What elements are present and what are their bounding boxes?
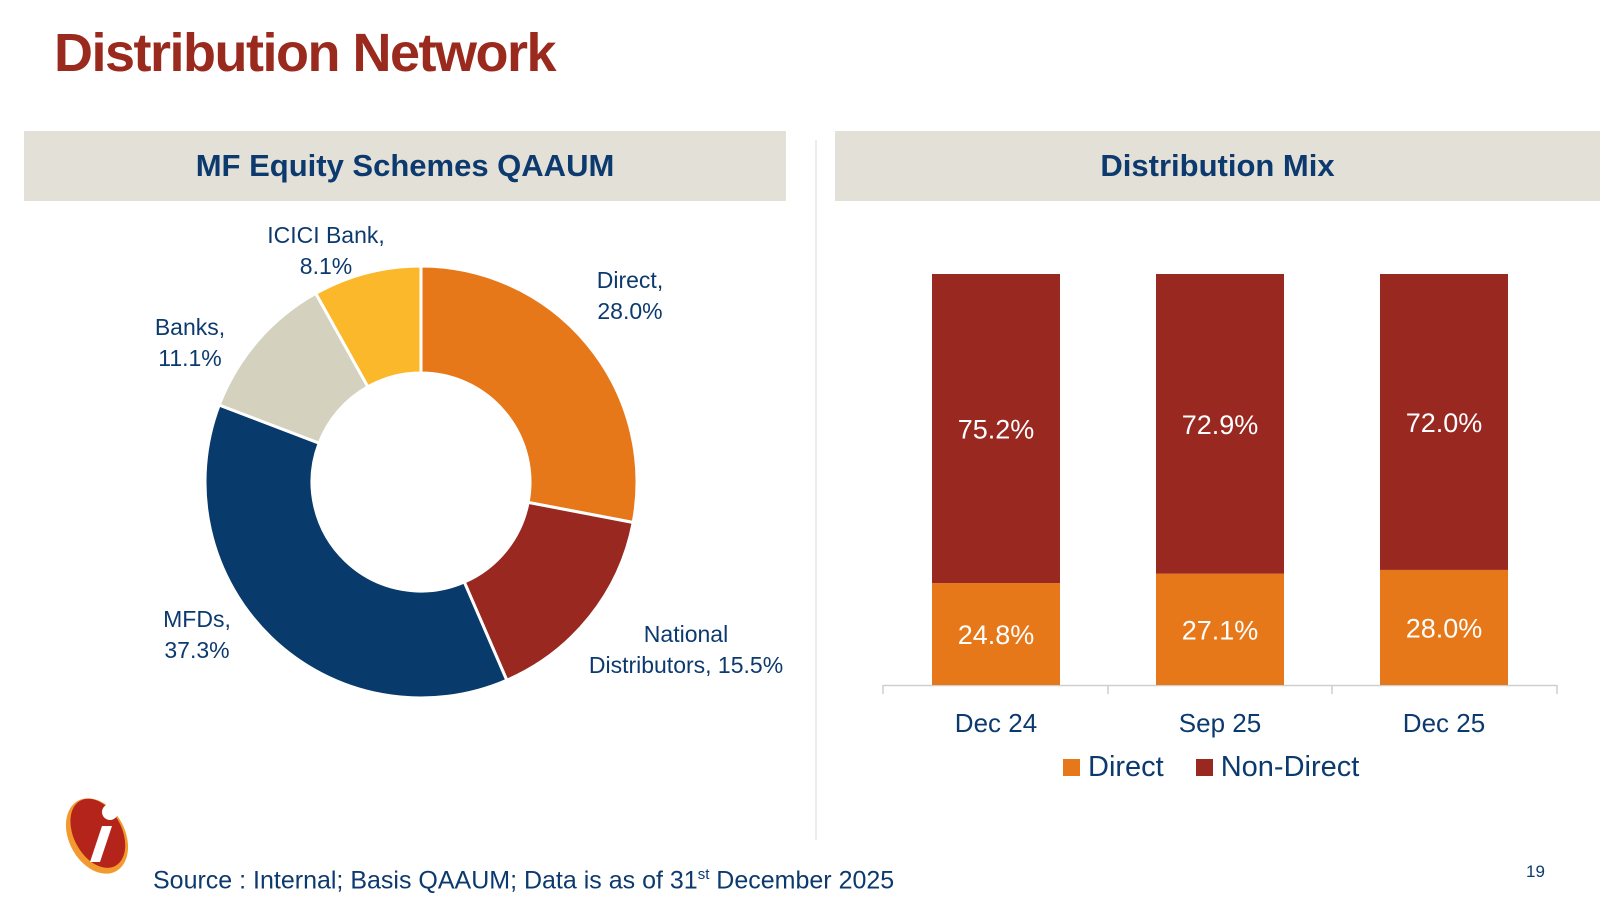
- bar-non-direct-sep-25: [1156, 274, 1284, 574]
- x-tick-label-dec-25: Dec 25: [1403, 708, 1485, 738]
- page-title: Distribution Network: [54, 23, 557, 83]
- donut-label-direct: Direct, 28.0%: [597, 267, 663, 324]
- legend-item-non-direct: Non-Direct: [1195, 751, 1360, 784]
- donut-chart: Direct, 28.0% National Distributors, 15.5% M…: [155, 222, 783, 700]
- legend-label-non-direct: Non-Direct: [1220, 751, 1360, 783]
- panel-divider: [815, 140, 817, 840]
- legend-item-direct: Direct: [1063, 751, 1164, 784]
- legend-swatch-non-direct: [1195, 759, 1213, 776]
- bar-label-direct-dec-24: 24.8%: [958, 620, 1035, 650]
- bar-chart-legend: Direct Non-Direct: [1063, 751, 1359, 784]
- bar-direct-sep-25: [1156, 573, 1284, 685]
- source-footnote: Source : Internal; Basis QAAUM; Data is …: [153, 866, 894, 895]
- footnote-superscript: st: [697, 866, 710, 883]
- donut-label-icici-bank: ICICI Bank, 8.1%: [267, 222, 385, 279]
- left-panel-header: MF Equity Schemes QAAUM: [24, 131, 786, 201]
- x-tick-label-sep-25: Sep 25: [1179, 708, 1261, 738]
- x-tick-label-dec-24: Dec 24: [955, 708, 1037, 738]
- page-number: 19: [1526, 862, 1545, 881]
- donut-slice-icici-bank: [313, 264, 423, 389]
- right-panel-header: Distribution Mix: [835, 131, 1600, 201]
- legend-label-direct: Direct: [1088, 751, 1164, 783]
- bar-label-non-direct-dec-24: 75.2%: [958, 415, 1035, 445]
- bar-label-non-direct-sep-25: 72.9%: [1182, 410, 1259, 440]
- legend-swatch-direct: [1063, 759, 1080, 776]
- bar-label-direct-sep-25: 27.1%: [1182, 615, 1259, 645]
- donut-label-banks: Banks, 11.1%: [155, 314, 225, 371]
- bar-direct-dec-24: [932, 583, 1060, 685]
- donut-slice-national-distributors: [462, 500, 635, 683]
- donut-label-mfds: MFDs, 37.3%: [163, 606, 231, 663]
- bar-non-direct-dec-24: [932, 274, 1060, 584]
- footnote-text: Source : Internal; Basis QAAUM; Data is …: [153, 866, 698, 895]
- footnote-text-end: December 2025: [709, 866, 895, 895]
- donut-slice-direct: [419, 264, 639, 525]
- brand-logo: [65, 798, 129, 874]
- bar-label-direct-dec-25: 28.0%: [1406, 613, 1483, 643]
- bar-non-direct-dec-25: [1380, 274, 1508, 570]
- donut-slice-mfds: [203, 403, 509, 700]
- donut-label-national-distributors: National Distributors, 15.5%: [589, 621, 783, 678]
- bar-direct-dec-25: [1380, 569, 1508, 685]
- stacked-bar-chart: 24.8% 75.2% Dec 24 27.1% 72.9% Sep 25 28.0% 72.…: [882, 274, 1558, 738]
- bar-label-non-direct-dec-25: 72.0%: [1406, 408, 1483, 438]
